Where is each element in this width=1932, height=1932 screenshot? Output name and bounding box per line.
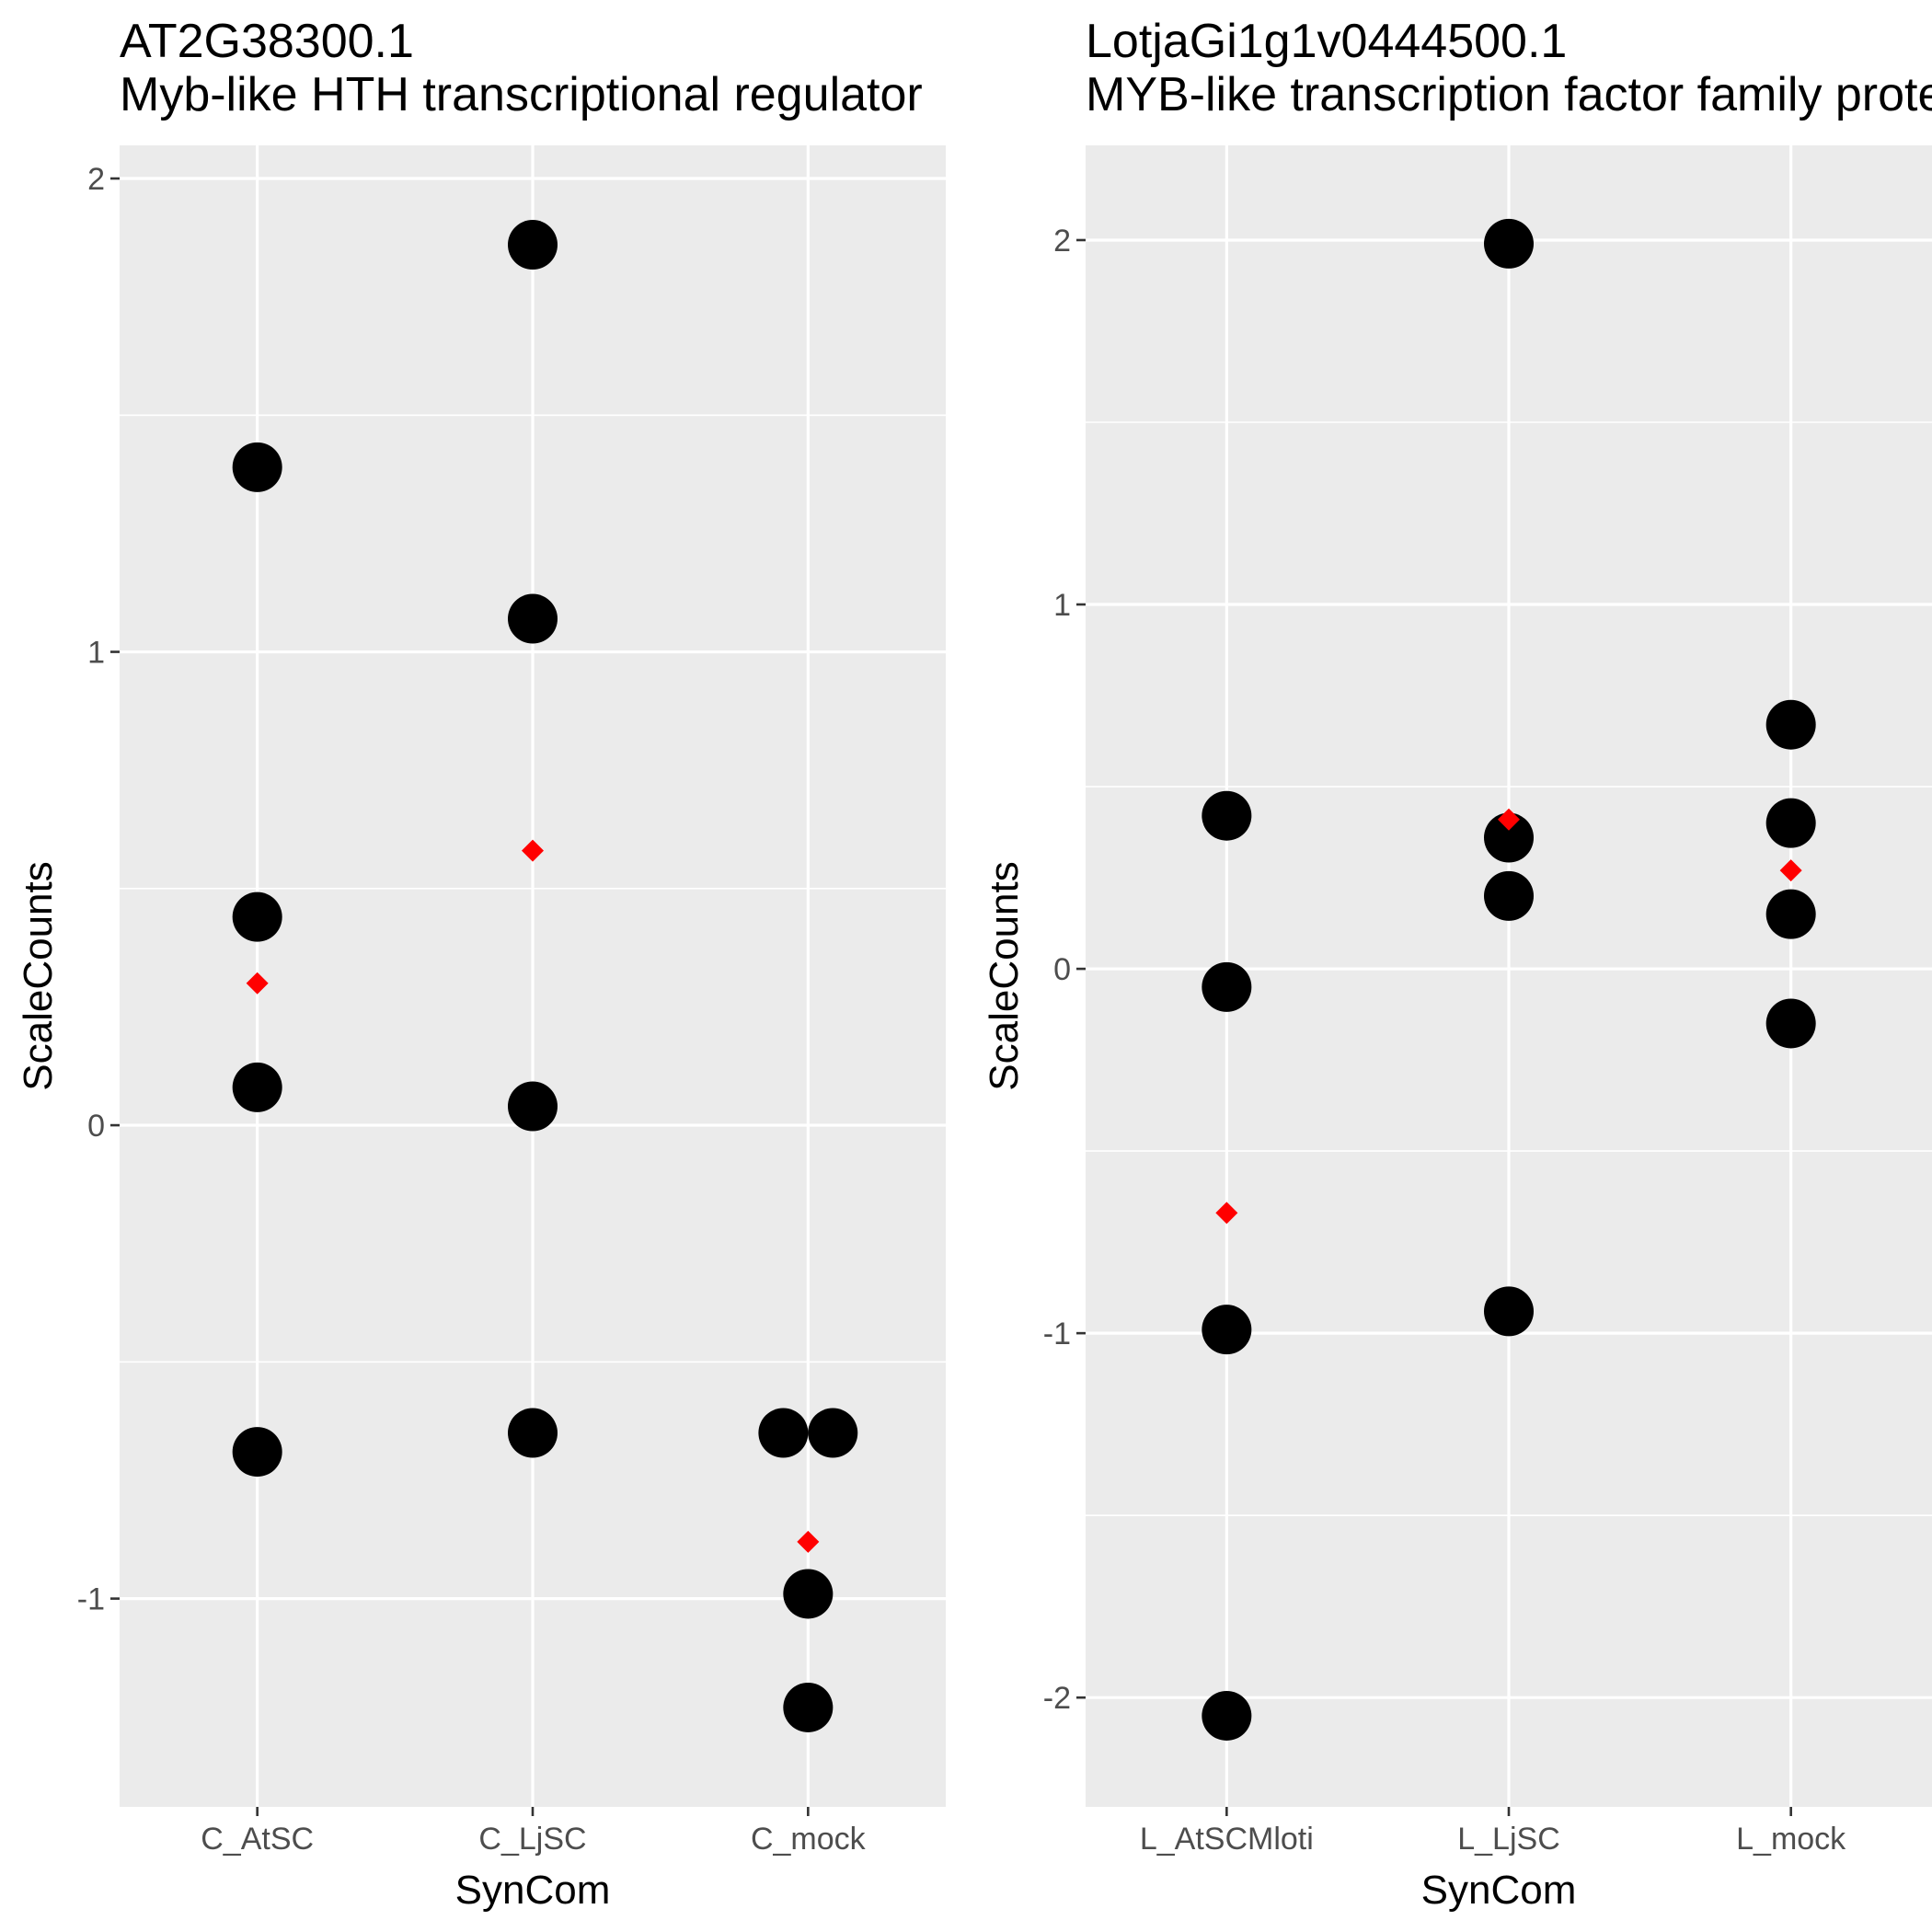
y-tick-label: 0 <box>87 1109 105 1144</box>
y-tick-label: -1 <box>1043 1317 1071 1351</box>
data-point <box>1765 699 1816 750</box>
data-point <box>783 1569 834 1619</box>
left-x-axis: C_AtSC C_LjSC C_mock <box>201 1807 867 1857</box>
data-point <box>1202 1305 1252 1355</box>
data-point <box>508 1408 558 1458</box>
data-point <box>508 593 558 644</box>
x-tick-label: C_mock <box>751 1822 867 1857</box>
x-tick-label: L_mock <box>1736 1822 1846 1857</box>
data-point <box>808 1408 858 1458</box>
data-point <box>1202 961 1252 1012</box>
data-point <box>758 1408 809 1458</box>
data-point <box>508 1081 558 1132</box>
left-chart-panel: AT2G38300.1 Myb-like HTH transcriptional… <box>16 15 946 1913</box>
data-point <box>232 891 282 942</box>
y-tick-label: 2 <box>1053 224 1071 259</box>
y-tick-label: 1 <box>87 636 105 671</box>
right-chart-subtitle: MYB-like transcription factor family pro… <box>1086 68 1932 121</box>
y-tick-label: -2 <box>1043 1681 1071 1716</box>
data-point <box>1202 1690 1252 1741</box>
right-x-axis: L_AtSCMloti L_LjSC L_mock <box>1140 1807 1846 1857</box>
left-chart-subtitle: Myb-like HTH transcriptional regulator <box>120 68 923 121</box>
x-tick-label: C_AtSC <box>201 1822 314 1857</box>
data-point <box>232 442 282 492</box>
x-tick-label: L_AtSCMloti <box>1140 1822 1314 1857</box>
data-point <box>783 1682 834 1732</box>
data-point <box>1484 812 1534 863</box>
mean-marker <box>797 1530 820 1553</box>
right-x-axis-title: SynCom <box>1421 1868 1577 1913</box>
x-tick-label: C_LjSC <box>478 1822 586 1857</box>
data-point <box>232 1427 282 1478</box>
mean-marker <box>1498 808 1520 831</box>
data-point <box>1202 790 1252 841</box>
mean-marker <box>522 839 544 862</box>
right-chart-panel: LotjaGi1g1v0444500.1 MYB-like transcript… <box>982 15 1932 1913</box>
data-point <box>1765 798 1816 848</box>
data-point <box>1765 998 1816 1049</box>
left-marks <box>232 220 858 1732</box>
data-point <box>1765 889 1816 939</box>
x-tick-label: L_LjSC <box>1457 1822 1560 1857</box>
right-y-axis: -2 -1 0 1 2 <box>1043 224 1086 1716</box>
right-chart-title: LotjaGi1g1v0444500.1 <box>1086 15 1567 68</box>
mean-marker <box>246 972 269 995</box>
left-x-axis-title: SynCom <box>455 1868 611 1913</box>
mean-marker <box>1779 859 1802 882</box>
data-point <box>508 220 558 270</box>
data-point <box>232 1062 282 1112</box>
left-y-axis: -1 0 1 2 <box>77 162 120 1617</box>
y-tick-label: 0 <box>1053 952 1071 987</box>
left-grid <box>120 145 946 1807</box>
y-tick-label: 1 <box>1053 588 1071 623</box>
mean-marker <box>1215 1202 1238 1225</box>
y-tick-label: -1 <box>77 1582 105 1617</box>
left-chart-title: AT2G38300.1 <box>120 15 414 68</box>
right-marks <box>1202 218 1816 1741</box>
y-tick-label: 2 <box>87 162 105 197</box>
left-y-axis-title: ScaleCounts <box>16 861 61 1090</box>
data-point <box>1484 218 1534 269</box>
right-y-axis-title: ScaleCounts <box>982 861 1027 1090</box>
data-point <box>1484 1286 1534 1337</box>
data-point <box>1484 870 1534 921</box>
